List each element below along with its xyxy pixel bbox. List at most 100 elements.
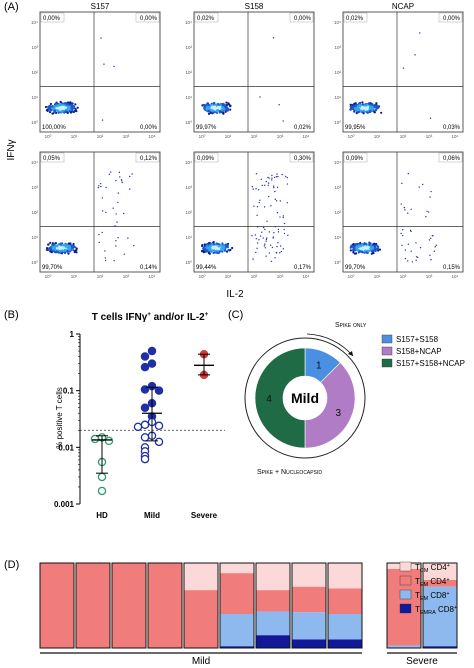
cell-dot: [268, 252, 271, 254]
x-tick-label: 10³: [426, 274, 433, 279]
cell-dot: [65, 110, 68, 113]
cell-dot: [74, 108, 77, 111]
y-tick-label: 10⁴: [31, 160, 38, 165]
cell-dot: [380, 111, 383, 114]
cell-dot: [370, 250, 373, 253]
x-tick-label: 10³: [426, 134, 433, 139]
cell-dot: [55, 104, 58, 108]
cell-dot: [283, 232, 286, 235]
x-tick-label: 10³: [277, 134, 284, 139]
cell-dot: [57, 104, 60, 107]
x-tick-label: 10²: [400, 134, 407, 139]
cell-dot: [262, 237, 264, 239]
cell-dot: [209, 111, 212, 115]
panel-a-xlabel: IL-2: [226, 289, 244, 300]
cell-dot: [369, 103, 372, 106]
cell-dot: [202, 104, 205, 107]
cell-dot: [428, 239, 431, 241]
cell-dot: [101, 119, 104, 121]
cell-dot: [67, 101, 70, 104]
cell-dot: [53, 109, 56, 112]
cell-dot: [215, 242, 218, 245]
cell-dot: [354, 104, 358, 107]
cell-dot: [256, 214, 258, 217]
cell-dot: [268, 195, 270, 198]
cell-dot: [101, 197, 104, 199]
cell-dot: [262, 226, 265, 229]
cell-dot: [99, 182, 102, 185]
cell-dot: [263, 206, 266, 208]
cell-dot: [401, 182, 403, 185]
cell-dot: [417, 256, 419, 259]
data-point: [140, 454, 150, 464]
cell-dot: [213, 101, 216, 104]
cell-dot: [115, 179, 117, 182]
cell-dot: [410, 250, 412, 252]
x-tick-label: 10⁰: [45, 274, 52, 279]
cell-dot: [251, 185, 254, 188]
cell-dot: [218, 110, 221, 113]
y-tick-label: 10⁰: [185, 120, 192, 125]
y-tick-label: 10²: [185, 210, 192, 215]
x-tick-label: 10⁰: [348, 274, 355, 279]
cell-dot: [358, 250, 361, 253]
cell-dot: [217, 251, 220, 255]
y-tick-label: 10³: [334, 45, 341, 50]
y-tick-label: 10¹: [31, 235, 38, 240]
cell-dot: [272, 37, 275, 39]
bar-frame: [39, 562, 75, 649]
cell-dot: [121, 181, 123, 184]
cell-dot: [276, 186, 279, 189]
cell-dot: [49, 109, 52, 113]
y-tick-label: 10¹: [334, 95, 341, 100]
cell-dot: [220, 248, 223, 251]
cell-dot: [51, 112, 54, 115]
cell-dot: [414, 54, 416, 56]
y-tick-label: 10³: [31, 185, 38, 190]
cell-dot: [114, 225, 116, 227]
cell-dot: [221, 108, 224, 111]
cell-dot: [55, 106, 58, 110]
legend-swatch: [399, 603, 412, 614]
cell-dot: [215, 104, 218, 107]
y-tick-label: 10⁰: [31, 120, 38, 125]
gate-box: [194, 152, 219, 163]
bar-frame: [291, 562, 327, 649]
column-label: S158: [245, 2, 264, 11]
panel-label-b: (B): [4, 309, 19, 321]
cell-dot: [429, 196, 431, 198]
cell-dot: [211, 103, 214, 107]
quadrant-ur-percent: 0,12%: [140, 156, 158, 162]
cell-dot: [68, 107, 71, 111]
cell-dot: [104, 250, 106, 252]
cell-dot: [113, 65, 115, 68]
gate-box: [40, 12, 65, 23]
cell-dot: [411, 261, 414, 263]
x-tick-label: 10²: [400, 274, 407, 279]
data-point: [140, 420, 150, 430]
cell-dot: [72, 249, 75, 252]
bar-segment: [328, 614, 362, 640]
cell-dot: [129, 175, 131, 178]
cell-dot: [257, 189, 260, 191]
x-tick-label: 10⁰: [199, 274, 206, 279]
cell-cloud: [349, 32, 432, 119]
bar-frame: [183, 562, 219, 649]
cell-dot: [212, 251, 215, 255]
cell-dot: [207, 109, 210, 112]
cell-dot: [282, 248, 285, 250]
cell-dot: [70, 107, 73, 110]
bar-segment: [423, 563, 457, 580]
cell-dot: [272, 185, 275, 187]
y-tick-label: 10²: [31, 70, 38, 75]
bar-segment: [423, 586, 457, 647]
x-tick-label: 10³: [277, 274, 284, 279]
cell-dot: [61, 244, 64, 247]
cell-dot: [359, 244, 362, 247]
cell-dot: [210, 108, 213, 111]
cell-dot: [429, 237, 432, 240]
quadrant-ul-percent: 0,02%: [197, 16, 215, 22]
cell-dot: [364, 242, 367, 246]
cell-dot: [258, 239, 260, 241]
legend-label: S158+NCAP: [396, 347, 442, 356]
